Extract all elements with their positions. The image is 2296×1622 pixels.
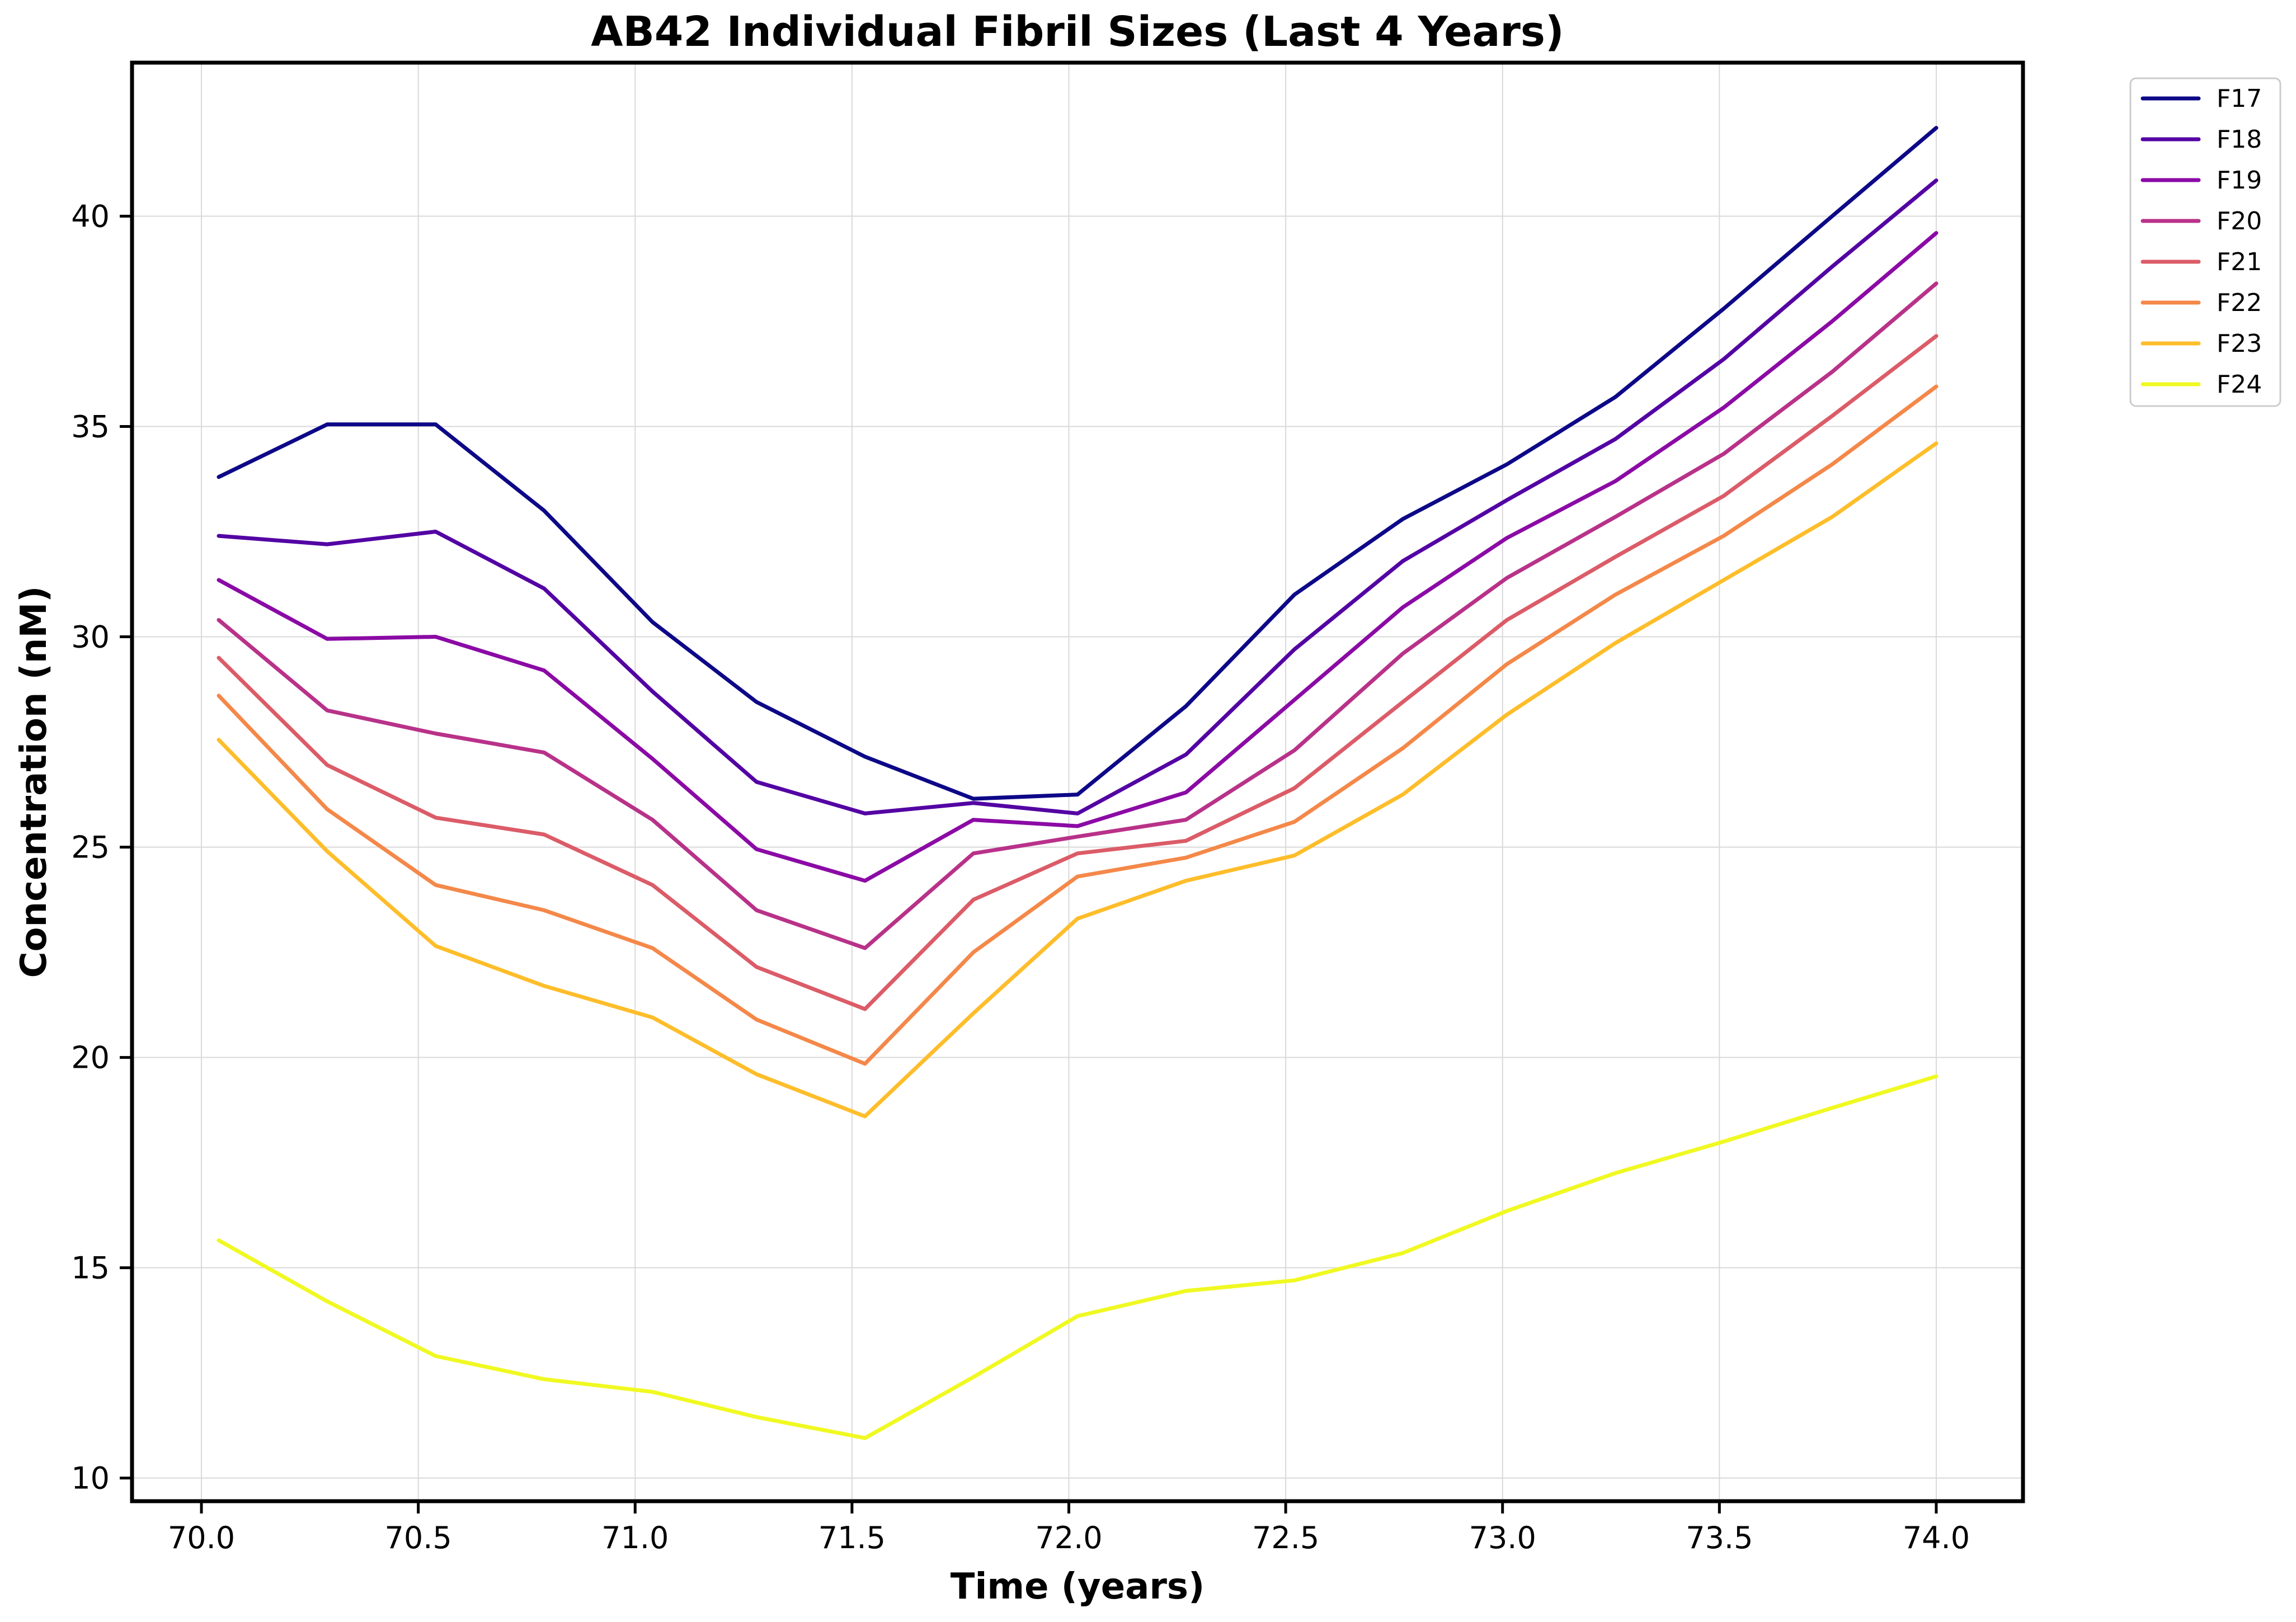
legend-label-f24: F24	[2217, 370, 2262, 399]
y-axis-label: Concentration (nM)	[13, 586, 55, 978]
series-group	[217, 126, 1939, 1440]
series-line-f24	[217, 1074, 1939, 1440]
chart-title: AB42 Individual Fibril Sizes (Last 4 Yea…	[591, 8, 1564, 56]
plot-area-frame	[130, 60, 2025, 1503]
series-line-f23	[217, 441, 1939, 1119]
series-line-f20	[217, 281, 1939, 950]
legend-label-f22: F22	[2217, 289, 2262, 317]
y-tick-label: 20	[71, 1040, 110, 1076]
x-tick-label: 73.5	[1686, 1520, 1753, 1555]
legend-label-f23: F23	[2217, 329, 2262, 358]
series-line-f21	[217, 334, 1939, 1011]
series-line-f22	[217, 384, 1939, 1066]
series-line-f17	[217, 126, 1939, 801]
x-tick-label: 73.0	[1469, 1520, 1536, 1555]
y-tick-label: 35	[71, 409, 110, 445]
y-tick-label: 40	[71, 199, 110, 234]
y-tick-label: 10	[71, 1461, 110, 1496]
series-line-f18	[217, 178, 1939, 815]
series-line-f19	[217, 231, 1939, 883]
legend-label-f18: F18	[2217, 125, 2262, 154]
legend-label-f17: F17	[2217, 84, 2262, 113]
x-tick-label: 72.0	[1035, 1520, 1102, 1555]
x-tick-label: 70.5	[385, 1520, 452, 1555]
legend-label-f21: F21	[2217, 248, 2262, 276]
x-tick-label: 72.5	[1252, 1520, 1319, 1555]
legend: F17 F18 F19 F20 F21 F22 F23 F24	[2129, 77, 2281, 407]
y-tick-label: 25	[71, 830, 110, 865]
x-tick-label: 74.0	[1903, 1520, 1970, 1555]
grid	[132, 63, 2023, 1501]
x-tick-label: 71.5	[818, 1520, 886, 1555]
x-axis-label: Time (years)	[951, 1566, 1205, 1607]
legend-frame	[2129, 77, 2281, 407]
x-tick-label: 71.0	[601, 1520, 669, 1555]
y-tick-label: 15	[71, 1251, 110, 1286]
x-axis: 70.0 70.5 71.0 71.5 72.0 72.5 73.0 73.5 74.0	[168, 1501, 1970, 1555]
x-tick-label: 70.0	[168, 1520, 235, 1555]
y-tick-label: 30	[71, 620, 110, 655]
y-axis: 10 15 20 25 30 35 40	[71, 199, 132, 1496]
legend-label-f20: F20	[2217, 207, 2262, 235]
legend-label-f19: F19	[2217, 166, 2262, 195]
